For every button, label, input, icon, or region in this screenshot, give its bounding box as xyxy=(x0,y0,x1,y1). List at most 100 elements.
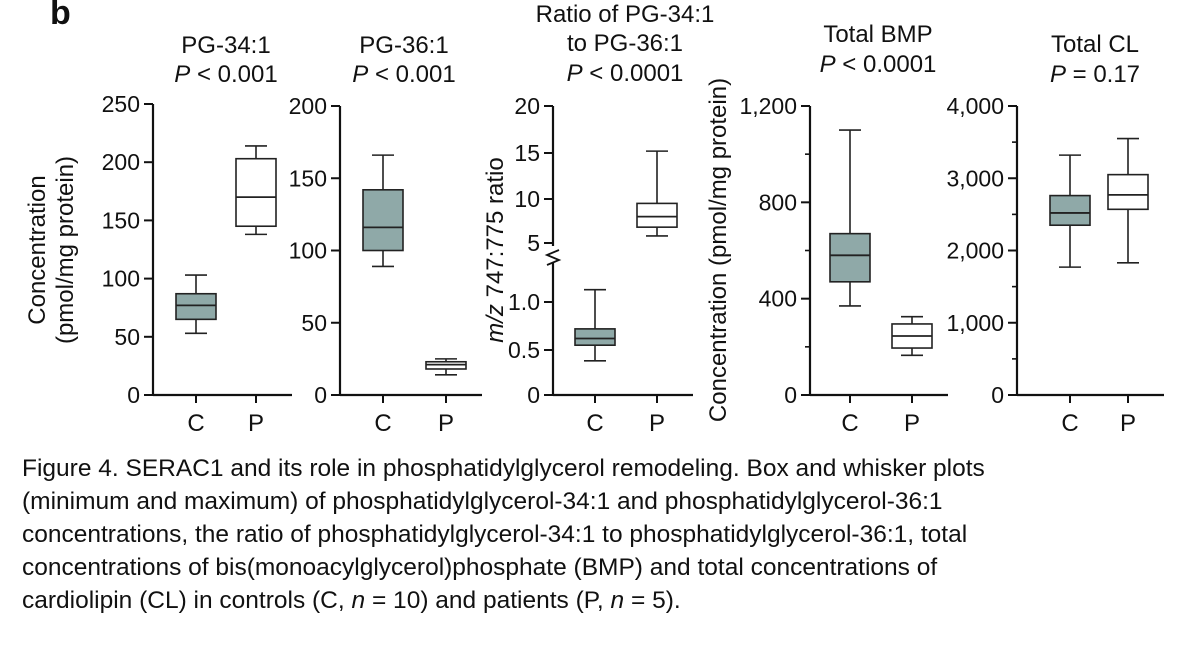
x-tick-label: C xyxy=(586,410,603,437)
p-value: < 0.001 xyxy=(190,61,277,88)
chart-title-line: P < 0.001 xyxy=(174,61,277,88)
x-tick-label: P xyxy=(248,410,264,437)
box-control xyxy=(829,129,871,307)
y-tick-label: 1,200 xyxy=(739,93,797,119)
box-patient xyxy=(235,145,277,236)
chart-panel: Total BMP P < 0.0001 Concentration (pmol/m… xyxy=(705,21,948,437)
y-tick-label: 0.5 xyxy=(508,337,540,363)
x-tick-label: P xyxy=(904,410,920,437)
box-control xyxy=(1049,154,1091,268)
y-tick-label: 15 xyxy=(514,140,540,166)
x-tick-label: C xyxy=(187,410,204,437)
y-tick-label: 200 xyxy=(289,93,327,119)
y-axis-label: m/z 747:775 ratio xyxy=(482,157,509,342)
y-tick-label: 20 xyxy=(514,93,540,119)
chart-title-line: PG-34:1 xyxy=(181,32,270,59)
caption-text: cardiolipin (CL) in controls (C, xyxy=(22,587,352,614)
chart-title-line: Total BMP xyxy=(823,21,932,48)
p-value: = 0.17 xyxy=(1066,61,1140,88)
box-iqr xyxy=(1049,194,1091,227)
caption-line: concentrations of bis(monoacylglycerol)p… xyxy=(22,554,938,581)
p-symbol: P xyxy=(352,61,368,88)
x-tick-label: C xyxy=(841,410,858,437)
p-symbol: P xyxy=(567,60,583,87)
chart-panel: Total CL P = 0.17 0 1,000 2,000 3,000 4,000 C P xyxy=(946,31,1164,437)
y-tick-label: 800 xyxy=(759,189,797,215)
y-tick-label: 100 xyxy=(102,266,140,292)
y-tick-label: 5 xyxy=(527,230,540,256)
y-tick-label: 3,000 xyxy=(946,165,1004,191)
y-tick-label: 2,000 xyxy=(946,238,1004,264)
box-iqr xyxy=(574,328,616,347)
box-iqr xyxy=(829,232,871,283)
box-patient xyxy=(891,315,933,357)
y-tick-label: 0 xyxy=(314,382,327,408)
p-value: < 0.0001 xyxy=(583,60,684,87)
axis-break-mark xyxy=(544,249,562,266)
y-tick-label: 0 xyxy=(784,382,797,408)
chart-title-line: P = 0.17 xyxy=(1050,61,1140,88)
y-tick-label: 50 xyxy=(114,324,140,350)
box-iqr xyxy=(636,202,678,228)
y-tick-label: 50 xyxy=(301,310,327,336)
y-axis-label: (pmol/mg protein) xyxy=(52,156,79,344)
caption-line: cardiolipin (CL) in controls (C, n = 10)… xyxy=(22,584,1172,617)
caption-line: Figure 4. SERAC1 and its role in phospha… xyxy=(22,455,985,482)
box-iqr xyxy=(175,292,217,321)
box-iqr xyxy=(1107,173,1149,211)
chart-title-line: Total CL xyxy=(1051,31,1139,58)
y-tick-label: 150 xyxy=(289,165,327,191)
y-tick-label: 100 xyxy=(289,238,327,264)
x-tick-label: C xyxy=(374,410,391,437)
x-tick-label: P xyxy=(1120,410,1136,437)
chart-title-line: P < 0.0001 xyxy=(820,51,937,78)
n-symbol: n xyxy=(610,587,625,614)
box-iqr xyxy=(362,189,404,252)
y-tick-label: 150 xyxy=(102,207,140,233)
mz-symbol: m/z xyxy=(482,304,509,343)
box-control xyxy=(574,288,616,362)
n-symbol: n xyxy=(351,587,366,614)
chart-title-line: Ratio of PG-34:1 xyxy=(536,1,715,28)
caption-text: = 5). xyxy=(624,587,681,614)
y-tick-label: 1.0 xyxy=(508,289,540,315)
caption-line: (minimum and maximum) of phosphatidylgly… xyxy=(22,488,943,515)
box-control xyxy=(362,154,404,268)
p-symbol: P xyxy=(820,51,836,78)
y-tick-label: 0 xyxy=(127,382,140,408)
p-value: < 0.0001 xyxy=(836,51,937,78)
chart-panel: Ratio of PG-34:1to PG-36:1 P < 0.0001 m/z … xyxy=(482,1,714,437)
y-tick-label: 400 xyxy=(759,286,797,312)
box-patient xyxy=(636,150,678,237)
chart-title-line: P < 0.001 xyxy=(352,61,455,88)
y-tick-label: 250 xyxy=(102,91,140,117)
p-symbol: P xyxy=(1050,61,1066,88)
box-patient xyxy=(425,358,467,376)
box-patient xyxy=(1107,137,1149,264)
box-iqr xyxy=(235,157,277,228)
chart-title-line: P < 0.0001 xyxy=(567,60,684,87)
y-tick-label: 0 xyxy=(991,382,1004,408)
y-axis-label: Concentration (pmol/mg protein) xyxy=(705,78,732,422)
x-tick-label: C xyxy=(1061,410,1078,437)
p-symbol: P xyxy=(174,61,190,88)
x-tick-label: P xyxy=(438,410,454,437)
y-axis-label-text: 747:775 ratio xyxy=(482,157,509,304)
figure-caption: Figure 4. SERAC1 and its role in phospha… xyxy=(22,452,1172,617)
y-tick-label: 10 xyxy=(514,186,540,212)
chart-title-line: PG-36:1 xyxy=(359,32,448,59)
caption-text: = 10) and patients (P, xyxy=(365,587,611,614)
y-tick-label: 1,000 xyxy=(946,310,1004,336)
p-value: < 0.001 xyxy=(368,61,455,88)
y-tick-label: 0 xyxy=(527,382,540,408)
caption-line: concentrations, the ratio of phosphatidy… xyxy=(22,521,968,548)
panel-letter: b xyxy=(50,0,71,32)
box-control xyxy=(175,274,217,335)
y-tick-label: 4,000 xyxy=(946,93,1004,119)
chart-title-line: to PG-36:1 xyxy=(567,30,683,57)
y-axis-label: Concentration xyxy=(24,175,51,324)
x-tick-label: P xyxy=(649,410,665,437)
